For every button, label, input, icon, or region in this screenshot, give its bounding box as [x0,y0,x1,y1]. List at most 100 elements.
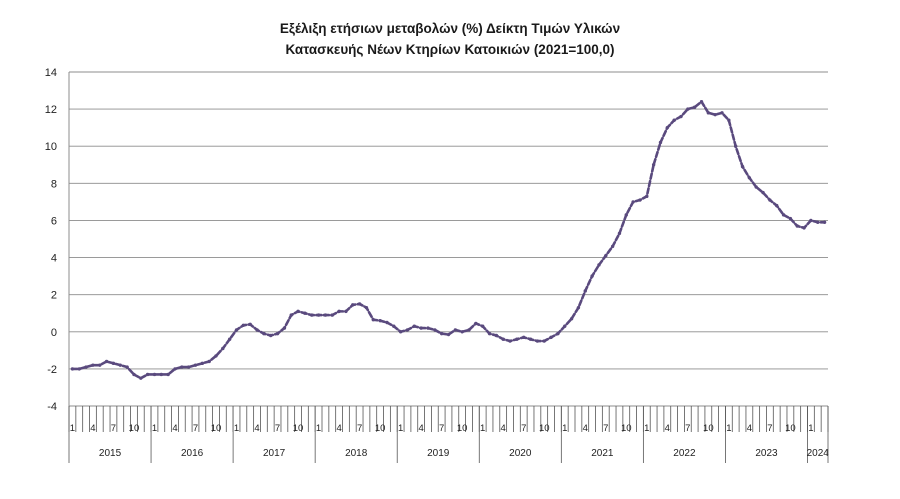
data-point [392,324,396,328]
data-point [590,274,594,278]
data-point [576,305,581,310]
data-point [467,328,471,332]
data-point [720,111,724,115]
data-point [104,359,109,364]
data-point [371,318,375,322]
data-point [378,318,382,323]
data-point [604,254,608,258]
x-year-label: 2019 [427,448,450,459]
data-point [679,114,683,119]
data-point [296,309,300,314]
data-point [159,372,164,377]
x-month-label: 7 [767,423,772,434]
x-month-label: 1 [726,423,731,434]
data-point [262,331,266,336]
x-month-label: 4 [336,423,341,434]
data-point [494,333,499,338]
data-point [419,326,423,330]
data-point [556,331,560,336]
data-point [569,317,574,321]
data-point [118,363,122,367]
data-point [98,363,102,367]
data-point [816,220,820,224]
data-point [439,331,444,336]
x-month-label: 10 [129,423,140,434]
data-point [597,263,601,267]
data-point [775,203,779,208]
x-month-label: 1 [644,423,649,434]
x-year-label: 2016 [181,448,204,459]
data-point [132,372,136,377]
data-point [351,303,355,307]
data-point [180,365,184,369]
x-month-label: 10 [785,423,796,434]
x-month-label: 1 [316,423,321,434]
data-point [822,220,827,224]
y-tick-label: -2 [47,364,57,376]
data-point [617,231,622,236]
data-point [344,309,348,314]
data-point [269,333,273,338]
data-point [686,107,690,111]
data-point [474,321,478,326]
x-year-label: 2023 [755,448,778,459]
data-point [692,105,697,109]
y-tick-label: 10 [45,141,57,153]
data-point [658,140,663,145]
data-point [651,163,656,167]
x-month-label: 7 [111,423,116,434]
data-point [125,365,129,369]
x-month-label: 7 [357,423,362,434]
y-tick-label: 2 [51,290,57,302]
data-point [487,331,492,336]
data-point [433,328,437,332]
data-point [795,224,799,228]
data-point [802,226,806,230]
y-tick-label: 6 [51,215,57,227]
data-point [754,185,758,189]
x-month-label: 10 [375,423,386,434]
x-month-label: 7 [521,423,526,434]
data-point [508,339,512,343]
data-point [91,363,95,367]
data-point [638,198,642,202]
x-month-label: 10 [703,423,714,434]
series-line [71,100,826,380]
data-point [501,337,505,341]
x-month-label: 1 [808,423,813,434]
data-point [549,335,553,340]
data-point [672,118,676,122]
data-point [364,305,369,310]
data-point [282,326,287,330]
y-tick-label: 14 [45,67,57,79]
y-tick-label: 4 [51,253,57,265]
x-month-label: 10 [539,423,550,434]
data-point [713,112,717,117]
data-point [781,213,786,217]
chart-title-line-1: Εξέλιξη ετήσιων μεταβολών (%) Δείκτη Τιμ… [279,21,621,36]
x-month-label: 10 [293,423,304,434]
x-year-label: 2017 [263,448,286,459]
data-point [740,164,745,169]
data-point [357,302,362,306]
data-point [289,313,293,317]
data-point [310,313,314,317]
data-point [214,354,218,358]
data-point [768,198,772,202]
data-point [221,346,225,351]
data-point [405,328,410,332]
data-point [788,216,793,221]
x-year-label: 2021 [591,448,614,459]
data-point [446,332,451,337]
x-year-label: 2024 [807,448,830,459]
x-month-label: 7 [193,423,198,434]
x-month-label: 10 [457,423,468,434]
x-month-label: 1 [398,423,403,434]
x-month-label: 1 [152,423,157,434]
data-point [522,335,526,340]
x-year-label: 2022 [673,448,696,459]
data-point [706,111,711,115]
y-tick-label: 12 [45,104,57,116]
x-month-label: 4 [665,423,670,434]
data-point [323,313,328,317]
